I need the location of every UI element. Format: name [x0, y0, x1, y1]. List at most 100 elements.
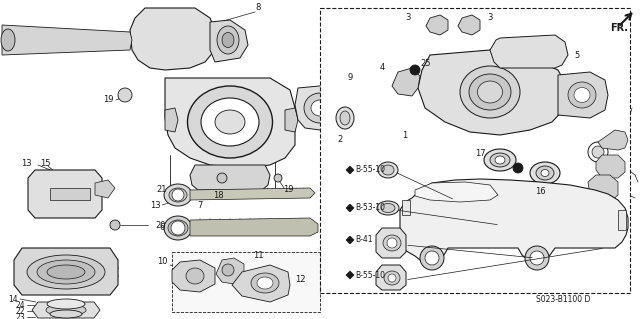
Text: 4: 4: [380, 63, 385, 72]
Polygon shape: [596, 155, 625, 178]
Ellipse shape: [217, 26, 239, 54]
Ellipse shape: [1, 29, 15, 51]
Text: 13: 13: [150, 201, 160, 210]
Ellipse shape: [188, 86, 273, 158]
Text: 3: 3: [405, 13, 411, 23]
Ellipse shape: [340, 111, 350, 125]
Circle shape: [513, 163, 523, 173]
Circle shape: [375, 103, 381, 109]
Polygon shape: [376, 265, 406, 290]
Text: 21: 21: [157, 186, 167, 195]
Polygon shape: [190, 165, 270, 190]
Ellipse shape: [377, 201, 399, 215]
Circle shape: [592, 146, 604, 158]
Text: 19: 19: [283, 186, 293, 195]
Ellipse shape: [387, 238, 397, 248]
Text: B-55-10: B-55-10: [355, 271, 385, 279]
Ellipse shape: [541, 169, 549, 176]
Ellipse shape: [46, 304, 86, 316]
Bar: [172, 252, 320, 312]
Circle shape: [386, 104, 390, 108]
Text: 24: 24: [15, 300, 25, 309]
Ellipse shape: [469, 74, 511, 110]
Circle shape: [274, 174, 282, 182]
Ellipse shape: [222, 33, 234, 48]
Polygon shape: [346, 204, 354, 212]
Text: 13: 13: [21, 159, 32, 167]
Polygon shape: [400, 179, 628, 262]
Polygon shape: [285, 108, 298, 132]
Polygon shape: [216, 258, 244, 284]
Ellipse shape: [201, 98, 259, 146]
Ellipse shape: [490, 153, 510, 167]
Ellipse shape: [536, 166, 554, 180]
Text: FR.: FR.: [610, 23, 628, 33]
Polygon shape: [346, 166, 354, 174]
Text: S023-B1100 D: S023-B1100 D: [536, 295, 590, 305]
Text: 6: 6: [159, 224, 164, 233]
Ellipse shape: [47, 299, 85, 309]
Polygon shape: [458, 15, 480, 35]
Polygon shape: [345, 95, 400, 118]
Ellipse shape: [384, 271, 400, 285]
Polygon shape: [2, 25, 132, 55]
Polygon shape: [392, 68, 420, 96]
Ellipse shape: [460, 66, 520, 118]
Polygon shape: [95, 180, 115, 198]
Ellipse shape: [382, 165, 394, 175]
Bar: [402, 200, 410, 215]
Circle shape: [525, 246, 549, 270]
Bar: [50, 188, 90, 200]
Polygon shape: [426, 15, 448, 35]
Ellipse shape: [378, 162, 398, 178]
Circle shape: [410, 65, 420, 75]
Polygon shape: [210, 20, 248, 62]
Ellipse shape: [257, 277, 273, 289]
Ellipse shape: [164, 216, 192, 240]
Text: 16: 16: [534, 188, 545, 197]
Text: 5: 5: [574, 50, 580, 60]
Text: 22: 22: [15, 307, 25, 315]
Polygon shape: [295, 85, 348, 130]
Circle shape: [425, 251, 439, 265]
Text: 19: 19: [103, 95, 113, 105]
Circle shape: [171, 221, 185, 235]
Ellipse shape: [164, 184, 192, 206]
Text: 3: 3: [487, 13, 493, 23]
Text: 2: 2: [337, 136, 342, 145]
Polygon shape: [32, 302, 100, 318]
Ellipse shape: [304, 93, 336, 123]
Polygon shape: [346, 236, 354, 244]
Ellipse shape: [50, 310, 82, 318]
Circle shape: [217, 173, 227, 183]
Bar: [618, 210, 626, 230]
Ellipse shape: [381, 204, 395, 212]
Text: B-53-10: B-53-10: [355, 204, 385, 212]
Text: 12: 12: [295, 276, 305, 285]
Polygon shape: [588, 175, 618, 202]
Ellipse shape: [574, 87, 590, 102]
Ellipse shape: [568, 82, 596, 108]
Polygon shape: [190, 188, 315, 200]
Ellipse shape: [388, 274, 396, 282]
Text: 10: 10: [157, 257, 168, 266]
Polygon shape: [130, 8, 215, 70]
Text: 11: 11: [253, 251, 263, 261]
Bar: [320, 8, 630, 293]
Circle shape: [588, 142, 608, 162]
Circle shape: [222, 264, 234, 276]
Polygon shape: [418, 50, 568, 135]
Text: 1: 1: [403, 130, 408, 139]
Polygon shape: [415, 182, 498, 202]
Text: 23: 23: [15, 313, 25, 319]
Text: B-55-10: B-55-10: [355, 166, 385, 174]
Ellipse shape: [27, 255, 105, 289]
Ellipse shape: [311, 100, 329, 116]
Text: 8: 8: [255, 4, 260, 12]
Polygon shape: [558, 72, 608, 118]
Polygon shape: [190, 218, 318, 236]
Text: 17: 17: [475, 149, 485, 158]
Polygon shape: [232, 265, 290, 302]
Ellipse shape: [336, 107, 354, 129]
Text: 20: 20: [155, 220, 166, 229]
